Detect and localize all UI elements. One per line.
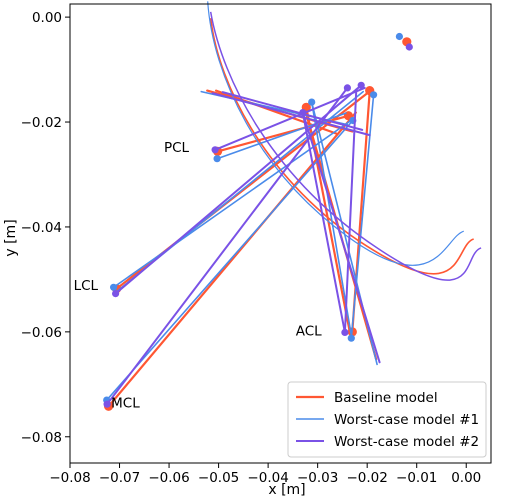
y-tick-label: −0.04	[21, 220, 62, 236]
series-1-segment-1	[107, 111, 357, 408]
x-tick-label: −0.07	[99, 470, 140, 486]
legend-box	[287, 381, 487, 458]
x-tick-label: −0.06	[148, 470, 189, 486]
series-2-arc	[207, 1, 464, 266]
series-3-point-8	[405, 43, 413, 51]
axes-frame	[69, 3, 492, 464]
series-3-point-7	[357, 81, 365, 89]
x-tick-label: −0.08	[49, 470, 90, 486]
tick-layer: −0.08 −0.07 −0.06 −0.05 −0.04 −0.03 −0.02 −0.01…	[21, 10, 482, 486]
series-3-arc	[209, 11, 482, 281]
series-3-point-2	[112, 290, 120, 298]
series-3-segment-4	[301, 111, 346, 334]
series-3-segment-2	[114, 84, 363, 295]
series-3-segment-6	[343, 88, 358, 334]
series-3-point-5	[341, 328, 349, 336]
ligament-label-pcl: PCL	[164, 140, 190, 156]
ligament-label-mcl: MCL	[111, 396, 140, 412]
series-3-segment-3	[214, 86, 366, 151]
y-axis-label: y [m]	[3, 219, 19, 256]
series-1-arc	[209, 18, 475, 275]
series-3-point-6	[343, 84, 351, 92]
y-tick-label: −0.02	[21, 115, 62, 131]
series-2-point-5	[347, 334, 355, 342]
annotation-layer: PCL LCL ACL MCL	[74, 140, 323, 411]
series-2-point-2	[110, 283, 118, 291]
series-2-point-7	[370, 91, 378, 99]
x-tick-label: −0.02	[346, 470, 387, 486]
legend-entry-3: Worst-case model #2	[334, 434, 479, 450]
x-tick-label: −0.05	[198, 470, 239, 486]
x-tick-label: −0.01	[396, 470, 437, 486]
plot-layer	[103, 1, 482, 411]
series-1	[104, 18, 475, 411]
legend-entry-1: Baseline model	[334, 390, 438, 406]
ligament-label-acl: ACL	[296, 323, 322, 339]
axes-frame-layer	[69, 3, 492, 464]
x-tick-label: −0.03	[297, 470, 338, 486]
series-3-segment-7	[211, 92, 371, 137]
series-3-point-3	[211, 146, 219, 154]
series-2-point-3	[213, 155, 221, 163]
series-3	[103, 11, 482, 408]
x-axis-label: x [m]	[268, 482, 305, 498]
legend-entry-2: Worst-case model #1	[334, 412, 479, 428]
series-2-point-4	[308, 98, 316, 106]
series-3-segment-5	[301, 111, 381, 364]
y-tick-label: 0.00	[32, 10, 62, 26]
y-tick-label: −0.06	[21, 325, 62, 341]
series-3-segment-8	[221, 91, 364, 131]
legend: Baseline model Worst-case model #1 Worst-c…	[287, 381, 487, 458]
series-3-point-1	[103, 400, 111, 408]
series-2-segment-1	[105, 119, 354, 401]
x-tick-label: 0.00	[451, 470, 481, 486]
series-2-segment-2	[112, 119, 353, 289]
x-tick-label: −0.04	[247, 470, 288, 486]
ligament-label-lcl: LCL	[74, 278, 99, 294]
series-2-point-8	[395, 32, 403, 41]
series-2	[103, 1, 464, 404]
series-3-segment-1	[106, 86, 349, 406]
series-3-point-4	[299, 109, 307, 117]
series-2-segment-5	[310, 101, 353, 340]
y-tick-label: −0.08	[21, 430, 62, 446]
